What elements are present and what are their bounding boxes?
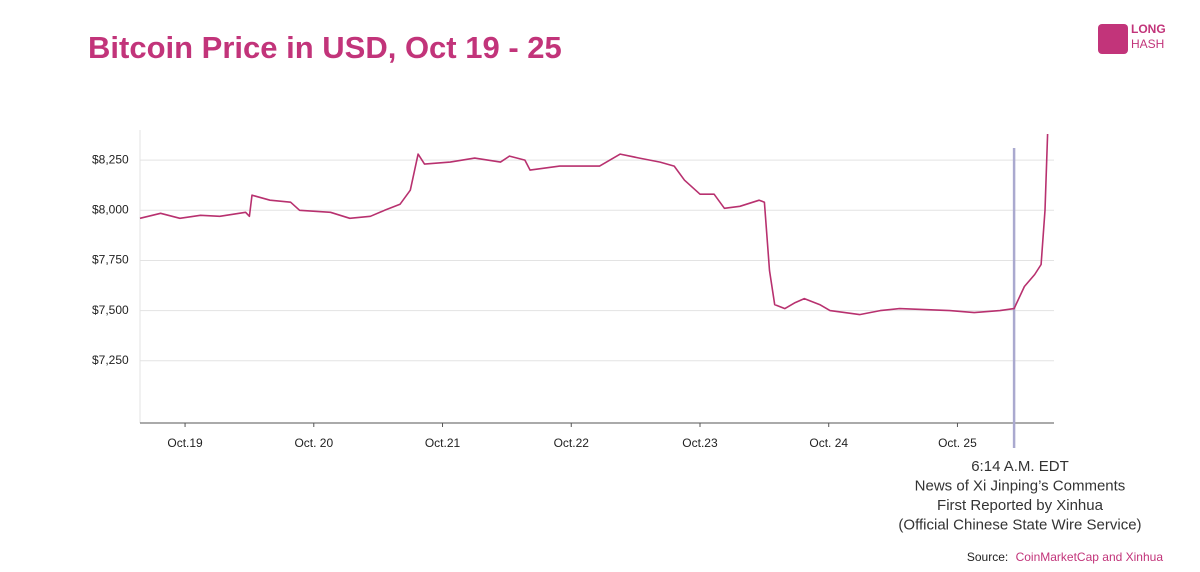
annotation-text: News of Xi Jinping’s Comments — [915, 477, 1126, 494]
x-tick-label: Oct.19 — [167, 436, 203, 450]
source-text: CoinMarketCap and Xinhua — [1016, 550, 1164, 564]
logo-text: LONG — [1131, 22, 1166, 36]
x-tick-label: Oct.22 — [554, 436, 590, 450]
x-tick-label: Oct. 25 — [938, 436, 977, 450]
x-tick-label: Oct. 20 — [294, 436, 333, 450]
source-label: Source: — [967, 550, 1008, 564]
logo-icon — [1098, 24, 1128, 54]
y-tick-label: $7,500 — [92, 303, 129, 317]
x-tick-label: Oct. 24 — [809, 436, 848, 450]
y-tick-label: $7,750 — [92, 253, 129, 267]
annotation-text: 6:14 A.M. EDT — [971, 458, 1069, 475]
logo: LONG HASH — [1098, 22, 1166, 54]
y-tick-label: $7,250 — [92, 353, 129, 367]
y-tick-label: $8,000 — [92, 202, 129, 216]
x-tick-label: Oct.21 — [425, 436, 461, 450]
x-tick-label: Oct.23 — [682, 436, 718, 450]
source: Source: CoinMarketCap and Xinhua — [967, 550, 1163, 564]
y-tick-label: $8,250 — [92, 152, 129, 166]
chart-title: Bitcoin Price in USD, Oct 19 - 25 — [88, 30, 562, 65]
annotation-text: First Reported by Xinhua — [937, 497, 1104, 514]
price-line — [139, 133, 1049, 316]
annotation-text: (Official Chinese State Wire Service) — [898, 516, 1141, 533]
logo-text: HASH — [1131, 37, 1164, 51]
